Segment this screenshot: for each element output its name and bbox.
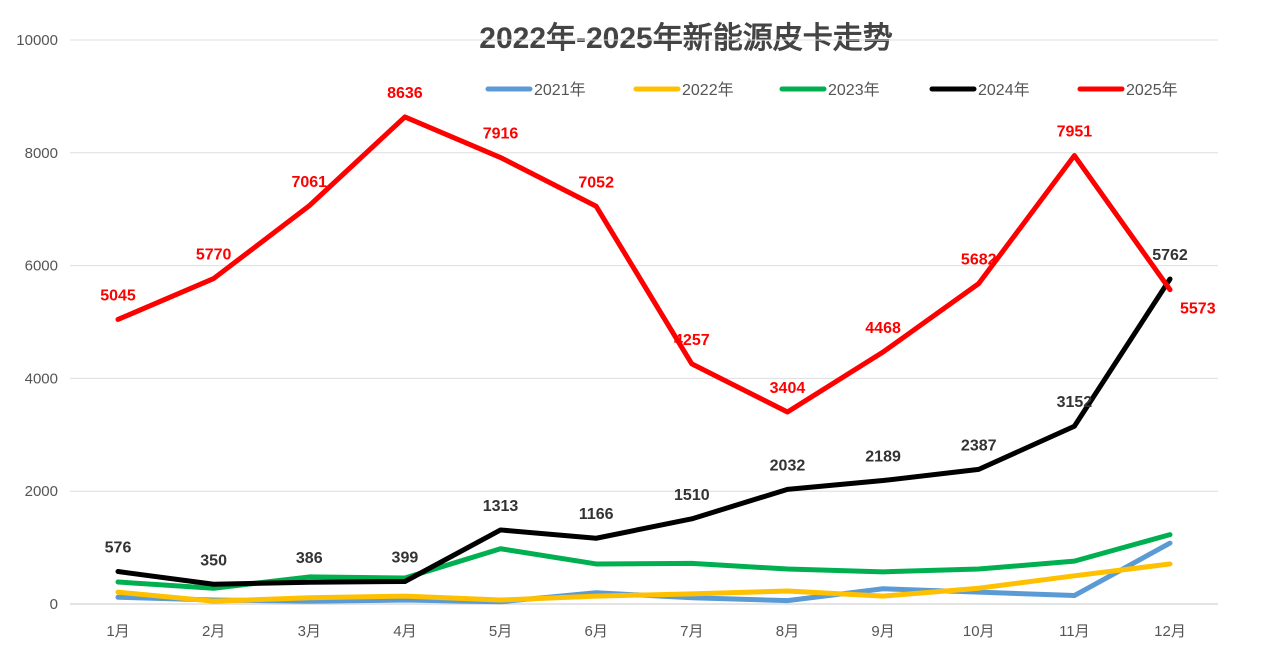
y-tick-label: 2000 <box>25 483 58 500</box>
x-tick-label: 9月 <box>871 623 894 640</box>
data-label: 7916 <box>483 126 519 143</box>
x-tick-label: 11月 <box>1059 623 1090 640</box>
y-tick-label: 10000 <box>16 32 58 49</box>
data-label: 350 <box>200 552 227 569</box>
data-label: 2189 <box>865 449 901 466</box>
y-tick-label: 6000 <box>25 258 58 275</box>
x-tick-label: 5月 <box>489 623 512 640</box>
data-label: 386 <box>296 550 323 567</box>
series-line-2023年 <box>115 532 1173 591</box>
x-tick-label: 12月 <box>1154 623 1186 640</box>
x-tick-label: 7月 <box>680 623 703 640</box>
data-label: 399 <box>392 549 419 566</box>
legend-label: 2025年 <box>1126 81 1178 99</box>
data-label: 5770 <box>196 247 232 264</box>
legend-label: 2021年 <box>534 81 586 99</box>
data-label: 4257 <box>674 332 710 349</box>
chart-title: 2022年-2025年新能源皮卡走势 <box>479 22 892 55</box>
series-line-2022年 <box>115 561 1173 604</box>
data-label: 5573 <box>1180 301 1216 318</box>
x-tick-label: 6月 <box>585 623 608 640</box>
data-label: 4468 <box>865 320 901 337</box>
data-label: 576 <box>105 540 132 557</box>
data-label: 5682 <box>961 252 997 269</box>
legend: 2021年 2022年 2023年 2024年 2025年 <box>485 81 1178 99</box>
x-tick-label: 10月 <box>963 623 995 640</box>
legend-label: 2023年 <box>828 81 880 99</box>
y-tick-label: 4000 <box>25 370 58 387</box>
series-line-2024年 <box>115 276 1173 587</box>
data-label: 1313 <box>483 498 519 515</box>
x-tick-label: 4月 <box>393 623 416 640</box>
data-label: 5762 <box>1152 247 1188 264</box>
legend-label: 2022年 <box>682 81 734 99</box>
data-label: 3404 <box>770 380 806 397</box>
data-labels: 576 350 386 399 1313 1166 1510 2032 2189 2387 3152… <box>100 85 1215 569</box>
data-label: 7951 <box>1057 124 1093 141</box>
data-label: 8636 <box>387 85 423 102</box>
y-tick-label: 0 <box>50 596 58 613</box>
legend-label: 2024年 <box>978 81 1030 99</box>
data-label: 1510 <box>674 487 710 504</box>
series-line-2025年 <box>115 114 1173 415</box>
data-label: 5045 <box>100 287 136 304</box>
data-label: 7061 <box>291 174 327 191</box>
data-label: 3152 <box>1057 394 1093 411</box>
data-label: 2387 <box>961 437 997 454</box>
x-tick-label: 8月 <box>776 623 799 640</box>
series-lines <box>115 114 1173 605</box>
data-label: 1166 <box>579 506 614 523</box>
x-tick-label: 2月 <box>202 623 225 640</box>
grid: 0 2000 4000 6000 8000 10000 1月 2月 3月 4月 5月 6月 7月 8月 9月… <box>16 32 1218 640</box>
y-tick-label: 8000 <box>25 145 58 162</box>
x-tick-label: 1月 <box>106 623 129 640</box>
data-label: 7052 <box>578 174 614 191</box>
data-label: 2032 <box>770 457 806 474</box>
x-tick-label: 3月 <box>298 623 321 640</box>
